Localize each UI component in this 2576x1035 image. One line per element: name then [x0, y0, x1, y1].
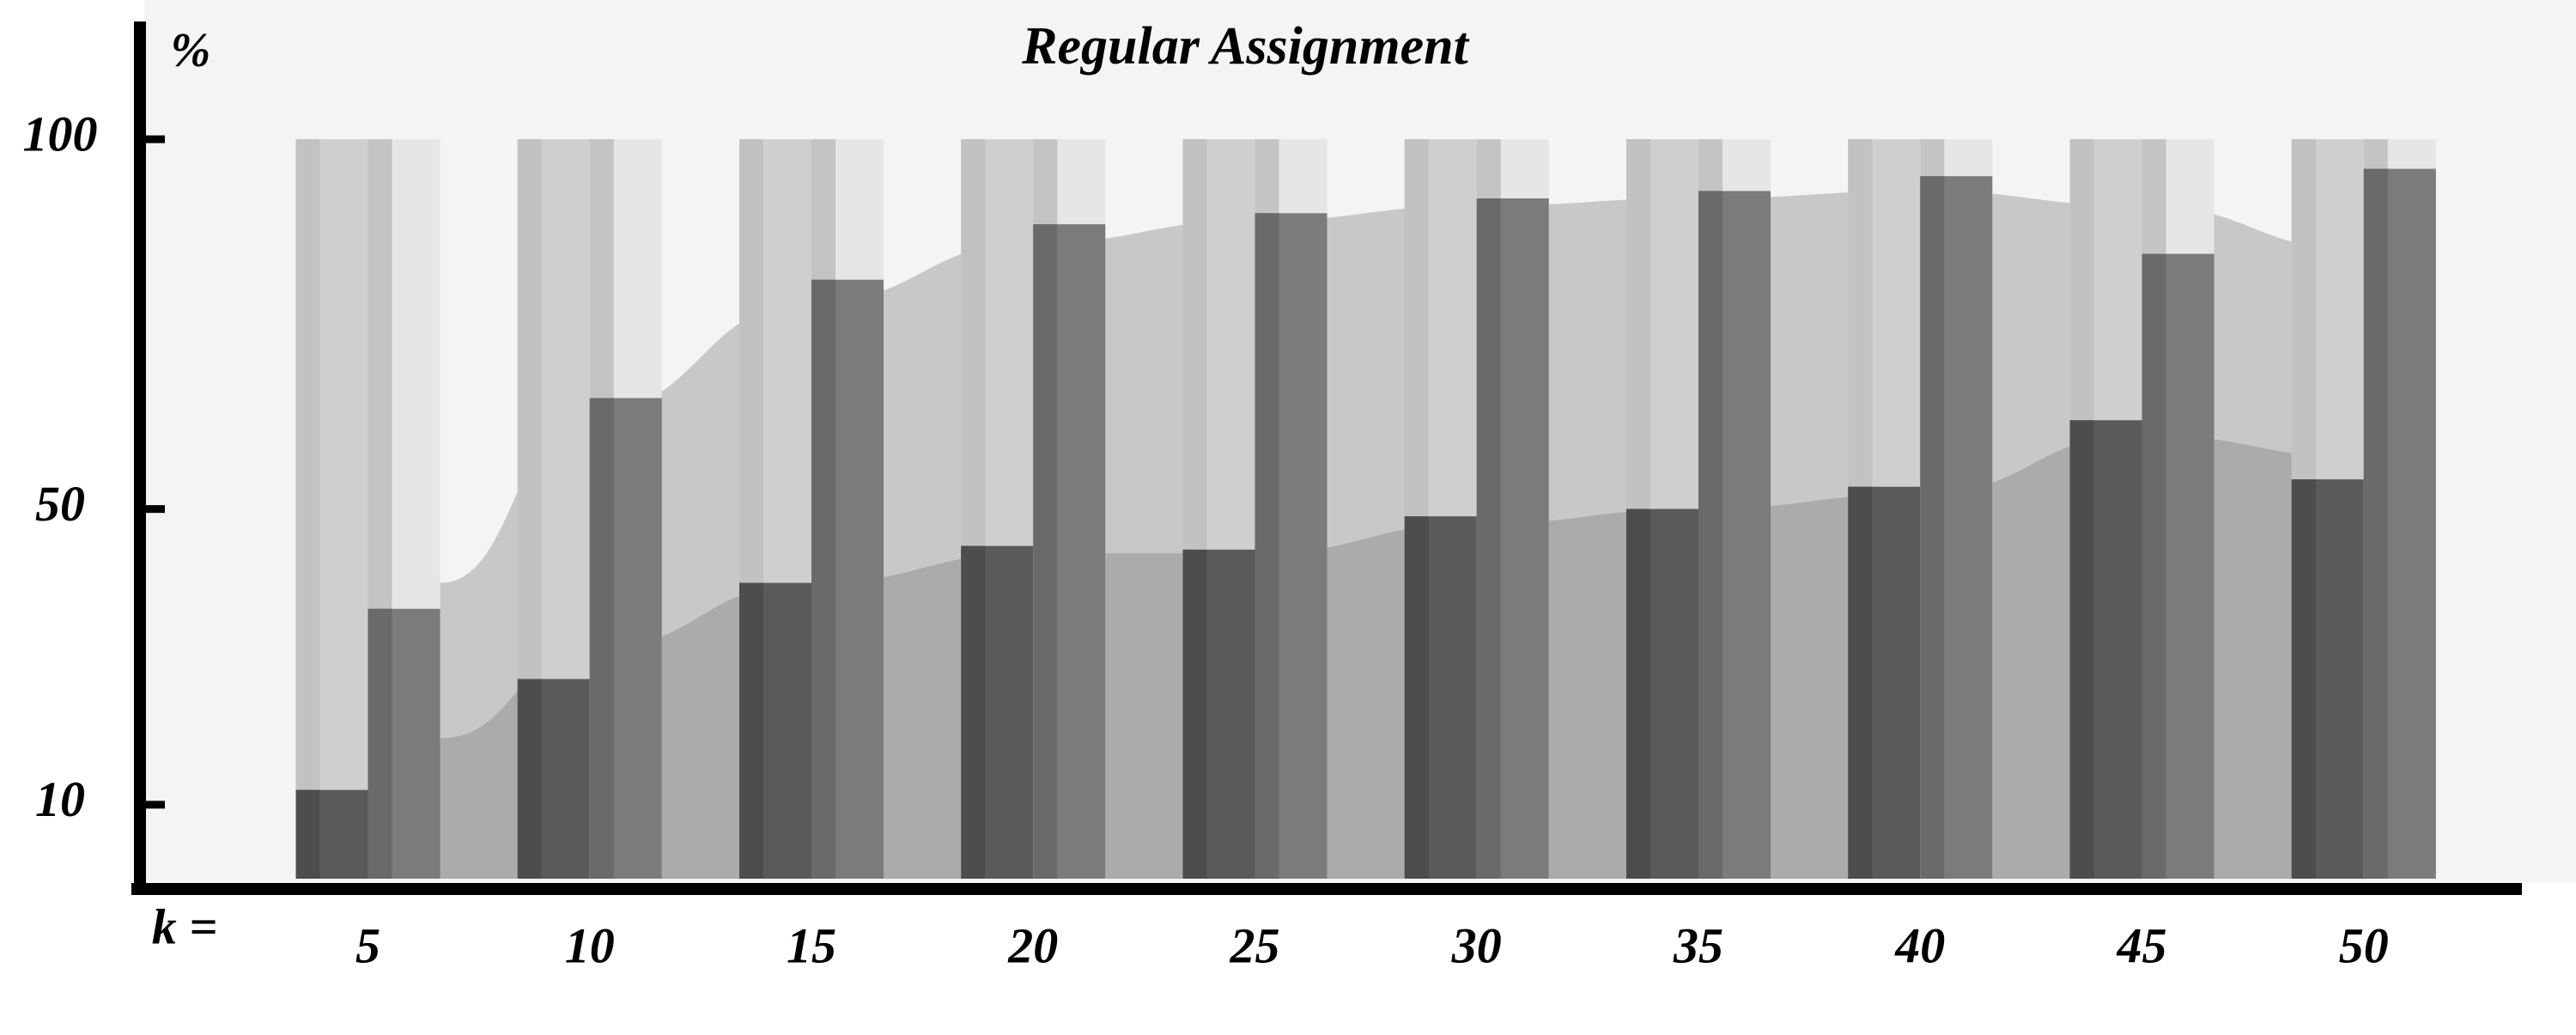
x-tick-label: 50: [2339, 917, 2389, 973]
x-tick-label: 35: [1673, 917, 1723, 973]
bar-stripe: [1033, 224, 1058, 879]
chart-title: Regular Assignment: [1021, 17, 1469, 76]
bar-stripe: [739, 582, 764, 879]
bar-stripe: [2069, 420, 2094, 879]
x-tick-label: 40: [1894, 917, 1945, 973]
bar-stripe: [1404, 516, 1429, 879]
bar-stripe: [368, 608, 392, 879]
bar-stripe: [2142, 253, 2166, 880]
bar-stripe: [2291, 479, 2316, 879]
y-tick-label: 100: [23, 106, 98, 161]
bar-background-stripe: [295, 139, 320, 879]
bar-stripe: [1698, 191, 1723, 880]
x-tick-label: 20: [1007, 917, 1058, 973]
x-tick-label: 10: [565, 917, 615, 973]
bar-stripe: [2363, 168, 2388, 880]
y-tick-label: 50: [35, 476, 85, 532]
bar-stripe: [1626, 508, 1651, 879]
x-tick-label: 45: [2117, 917, 2167, 973]
bar-stripe: [1848, 486, 1873, 879]
bar-stripe: [1182, 549, 1207, 879]
bar-stripe: [589, 398, 614, 879]
x-tick-label: 30: [1451, 917, 1502, 973]
bar-stripe: [1255, 213, 1279, 879]
bar-stripe: [811, 279, 836, 879]
bar-stripe: [517, 679, 542, 879]
x-tick-label: 25: [1230, 917, 1280, 973]
x-tick-label: 15: [787, 917, 836, 973]
y-axis-label: %: [171, 24, 211, 77]
bars: [295, 139, 2436, 880]
bar-stripe: [961, 545, 986, 879]
x-axis-label: k =: [152, 898, 218, 954]
bar-stripe: [1920, 176, 1945, 879]
bar-stripe: [295, 789, 320, 879]
bar-stripe: [1476, 198, 1501, 879]
x-tick-label: 5: [355, 917, 380, 973]
y-tick-label: 10: [35, 771, 85, 827]
